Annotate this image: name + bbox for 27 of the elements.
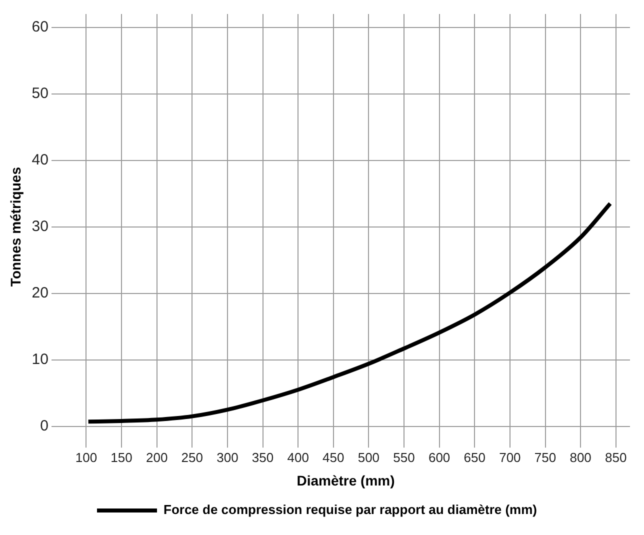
x-tick-label: 800 bbox=[570, 450, 592, 465]
y-tick-label: 60 bbox=[32, 18, 48, 36]
x-tick-label: 550 bbox=[393, 450, 415, 465]
x-tick-label: 250 bbox=[181, 450, 203, 465]
x-tick-label: 850 bbox=[605, 450, 627, 465]
x-tick-label: 200 bbox=[146, 450, 168, 465]
x-tick-label: 750 bbox=[534, 450, 556, 465]
x-tick-label: 400 bbox=[287, 450, 309, 465]
y-tick-label: 30 bbox=[32, 218, 48, 235]
y-tick-label: 10 bbox=[32, 350, 48, 368]
x-axis-title: Diamètre (mm) bbox=[296, 472, 395, 488]
legend-label: Force de compression requise par rapport au diamètre (mm) bbox=[164, 502, 538, 518]
y-axis-title: Tonnes métriques bbox=[7, 166, 24, 287]
y-tick-label: 0 bbox=[40, 417, 48, 434]
line-series bbox=[86, 202, 612, 424]
x-tick-label: 650 bbox=[464, 450, 486, 465]
y-tick-label: 20 bbox=[32, 284, 48, 302]
x-tick-label: 500 bbox=[358, 450, 380, 465]
x-tick-label: 150 bbox=[110, 450, 132, 465]
x-tick-label: 300 bbox=[216, 450, 238, 465]
x-tick-label: 100 bbox=[75, 450, 98, 465]
x-tick-label: 700 bbox=[499, 450, 521, 465]
x-tick-label: 350 bbox=[252, 450, 274, 465]
y-tick-label: 50 bbox=[32, 84, 48, 102]
x-tick-label: 600 bbox=[428, 450, 450, 465]
x-tick-label: 450 bbox=[322, 450, 344, 465]
y-tick-label: 40 bbox=[32, 151, 48, 168]
